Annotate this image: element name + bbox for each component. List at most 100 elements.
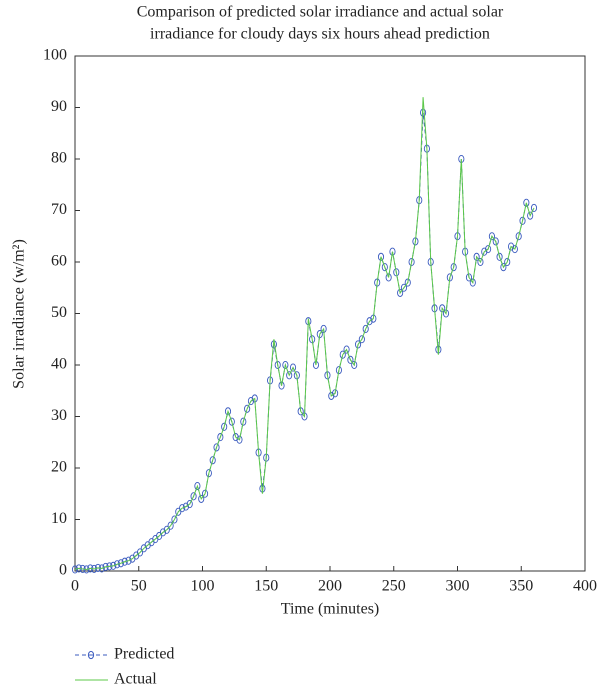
y-tick-label: 40 xyxy=(51,356,67,373)
data-point xyxy=(362,324,369,334)
data-point xyxy=(389,247,396,256)
plot-frame xyxy=(74,55,586,572)
data-point xyxy=(244,404,251,413)
y-tick-label: 60 xyxy=(51,253,67,270)
y-axis-label: Solar irradiance (w/m²) xyxy=(11,239,28,389)
data-point xyxy=(332,389,339,398)
data-point xyxy=(527,211,534,220)
data-point xyxy=(217,433,224,442)
x-tick-label: 200 xyxy=(318,578,342,595)
data-point xyxy=(240,417,247,426)
data-point xyxy=(393,268,400,277)
data-point xyxy=(163,525,170,534)
series-line xyxy=(74,112,535,570)
x-tick-label: 250 xyxy=(382,578,406,595)
chart-title: Comparison of predicted solar irradiance… xyxy=(137,4,504,21)
data-point xyxy=(286,371,293,380)
chart-title: irradiance for cloudy days six hours ahe… xyxy=(150,26,490,43)
data-point xyxy=(481,247,488,256)
x-tick-label: 50 xyxy=(131,578,147,595)
y-tick-label: 80 xyxy=(51,150,67,167)
x-tick-label: 0 xyxy=(71,578,79,595)
y-tick-label: 100 xyxy=(43,47,67,64)
data-point xyxy=(492,237,499,246)
data-point xyxy=(343,345,350,354)
data-point xyxy=(335,366,342,375)
data-point xyxy=(309,335,316,344)
data-point xyxy=(186,499,193,509)
data-point xyxy=(194,481,201,491)
data-point xyxy=(274,360,281,370)
data-point xyxy=(121,557,128,566)
data-point xyxy=(500,263,507,272)
data-point xyxy=(136,548,144,557)
data-point xyxy=(167,521,174,530)
y-tick-label: 90 xyxy=(51,98,67,115)
data-point xyxy=(519,216,526,225)
data-point xyxy=(198,494,205,503)
data-point xyxy=(159,528,167,537)
y-tick-label: 50 xyxy=(51,304,67,321)
data-point xyxy=(408,257,415,267)
data-point xyxy=(209,456,216,465)
legend-marker xyxy=(87,650,95,660)
data-point xyxy=(358,335,365,344)
data-point xyxy=(496,252,503,261)
data-point xyxy=(224,407,232,416)
x-tick-label: 350 xyxy=(509,578,533,595)
data-point xyxy=(397,288,404,297)
y-tick-label: 70 xyxy=(51,201,67,218)
data-point xyxy=(278,381,285,390)
y-tick-label: 10 xyxy=(51,510,67,527)
data-point xyxy=(190,492,197,501)
x-tick-label: 300 xyxy=(446,578,470,595)
data-point xyxy=(354,340,362,349)
legend-label: Predicted xyxy=(114,646,174,663)
x-tick-label: 100 xyxy=(191,578,215,595)
data-point xyxy=(232,433,239,442)
data-point xyxy=(236,435,243,444)
data-point xyxy=(404,278,411,287)
data-point xyxy=(366,317,373,326)
data-point xyxy=(477,257,484,267)
series-line xyxy=(74,97,535,570)
data-point xyxy=(511,245,518,254)
data-point xyxy=(282,360,289,370)
data-point xyxy=(523,198,530,207)
data-point xyxy=(339,350,346,359)
data-point xyxy=(228,417,235,426)
data-point xyxy=(125,556,132,565)
data-point xyxy=(213,443,220,452)
data-point xyxy=(515,232,522,241)
data-point xyxy=(182,502,189,511)
data-point xyxy=(485,245,492,254)
data-point xyxy=(205,469,212,478)
y-tick-label: 20 xyxy=(51,459,67,476)
data-point xyxy=(328,391,335,400)
data-point xyxy=(465,273,473,282)
data-point xyxy=(247,396,254,406)
data-point xyxy=(289,363,297,372)
x-axis-label: Time (minutes) xyxy=(281,601,380,618)
data-point xyxy=(381,263,388,272)
data-point xyxy=(351,360,358,370)
data-point xyxy=(530,203,538,212)
data-point xyxy=(488,232,495,241)
data-point xyxy=(114,560,121,569)
data-point xyxy=(507,242,515,251)
data-point xyxy=(377,252,385,261)
x-tick-label: 400 xyxy=(573,578,597,595)
data-point xyxy=(71,565,79,574)
data-point xyxy=(347,355,354,364)
data-point xyxy=(469,278,476,287)
data-point xyxy=(171,515,178,524)
data-point xyxy=(473,252,480,261)
y-tick-label: 30 xyxy=(51,407,67,424)
data-point xyxy=(179,504,186,513)
data-point xyxy=(201,489,209,498)
data-point xyxy=(385,273,392,282)
y-tick-label: 0 xyxy=(59,562,67,579)
data-point xyxy=(504,257,511,267)
x-tick-label: 150 xyxy=(254,578,278,595)
